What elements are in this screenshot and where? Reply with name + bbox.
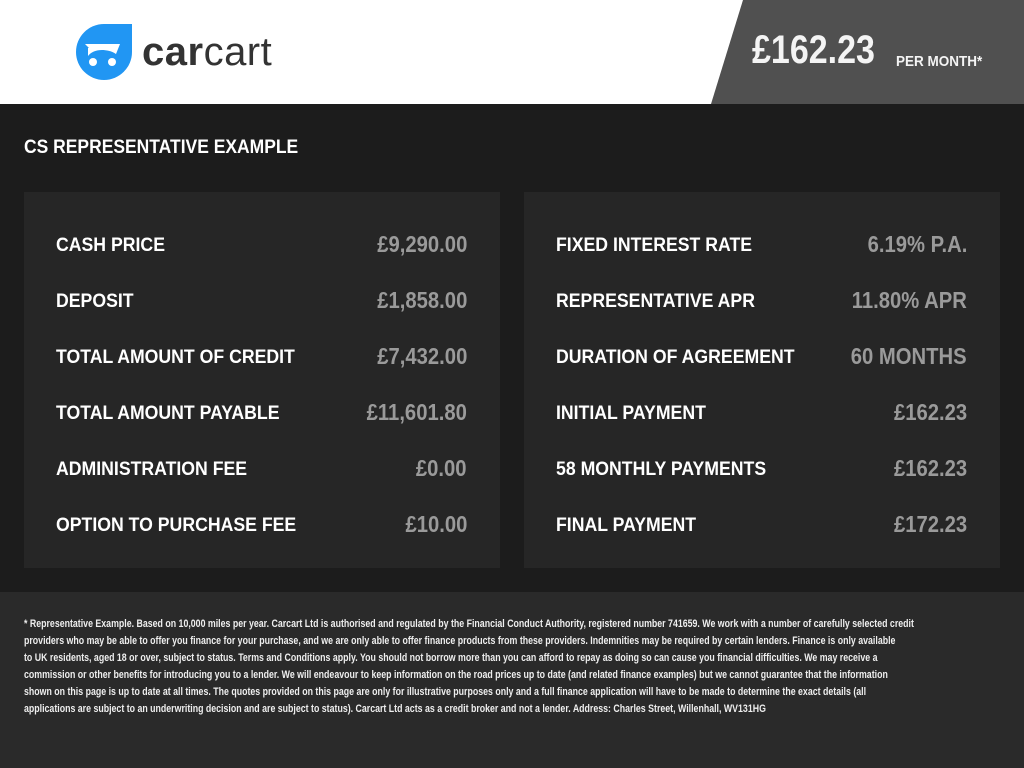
finance-label: OPTION TO PURCHASE FEE [56,515,297,536]
finance-label: TOTAL AMOUNT PAYABLE [56,403,280,424]
finance-label: TOTAL AMOUNT OF CREDIT [56,347,295,368]
finance-value: £162.23 [893,398,967,425]
finance-row: DURATION OF AGREEMENT 60 MONTHS [556,341,967,371]
finance-row: DEPOSIT £1,858.00 [56,285,467,315]
monthly-price-banner [711,0,1024,104]
cart-logo-icon [76,24,132,80]
finance-row: OPTION TO PURCHASE FEE £10.00 [56,509,467,539]
finance-label: FIXED INTEREST RATE [556,235,753,256]
brand-name: carcart [142,30,272,75]
finance-value: £9,290.00 [376,230,467,257]
brand-light: cart [203,29,273,74]
finance-label: CASH PRICE [56,235,165,256]
finance-row: INITIAL PAYMENT £162.23 [556,397,967,427]
finance-row: CASH PRICE £9,290.00 [56,229,467,259]
finance-value: £0.00 [416,454,467,481]
finance-label: FINAL PAYMENT [556,515,697,536]
finance-value: £7,432.00 [376,342,467,369]
section-title: CS REPRESENTATIVE EXAMPLE [24,137,299,158]
finance-value: £10.00 [405,510,467,537]
finance-value: 6.19% P.A. [867,230,967,257]
per-month-label: PER MONTH* [896,53,983,70]
finance-value: 11.80% APR [851,286,967,313]
carcart-logo[interactable]: carcart [76,24,272,80]
finance-row: REPRESENTATIVE APR 11.80% APR [556,285,967,315]
finance-label: 58 MONTHLY PAYMENTS [556,459,767,480]
finance-label: REPRESENTATIVE APR [556,291,755,312]
finance-panel-right: FIXED INTEREST RATE 6.19% P.A. REPRESENTAT… [524,192,1000,568]
disclaimer-line: commission or other benefits for introdu… [24,669,888,681]
disclaimer-line: providers who may be able to offer you f… [24,635,896,647]
finance-value: £1,858.00 [376,286,467,313]
footer: * Representative Example. Based on 10,00… [0,592,1024,768]
finance-value: 60 MONTHS [851,342,967,369]
disclaimer-line: shown on this page is up to date at all … [24,686,867,698]
finance-row: 58 MONTHLY PAYMENTS £162.23 [556,453,967,483]
brand-bold: car [142,29,204,74]
disclaimer-line: * Representative Example. Based on 10,00… [24,618,914,630]
disclaimer-line: to UK residents, aged 18 or over, subjec… [24,652,878,664]
finance-label: DURATION OF AGREEMENT [556,347,795,368]
disclaimer: * Representative Example. Based on 10,00… [24,616,1024,718]
finance-label: INITIAL PAYMENT [556,403,706,424]
finance-value: £172.23 [893,510,967,537]
finance-row: TOTAL AMOUNT PAYABLE £11,601.80 [56,397,467,427]
disclaimer-line: applications are subject to an underwrit… [24,703,766,715]
finance-panel-left: CASH PRICE £9,290.00 DEPOSIT £1,858.00 TOTAL… [24,192,500,568]
finance-value: £11,601.80 [366,398,467,425]
monthly-price: £162.23 [752,28,875,72]
finance-value: £162.23 [893,454,967,481]
finance-row: TOTAL AMOUNT OF CREDIT £7,432.00 [56,341,467,371]
finance-row: FINAL PAYMENT £172.23 [556,509,967,539]
finance-row: ADMINISTRATION FEE £0.00 [56,453,467,483]
finance-label: DEPOSIT [56,291,134,312]
finance-row: FIXED INTEREST RATE 6.19% P.A. [556,229,967,259]
finance-label: ADMINISTRATION FEE [56,459,248,480]
